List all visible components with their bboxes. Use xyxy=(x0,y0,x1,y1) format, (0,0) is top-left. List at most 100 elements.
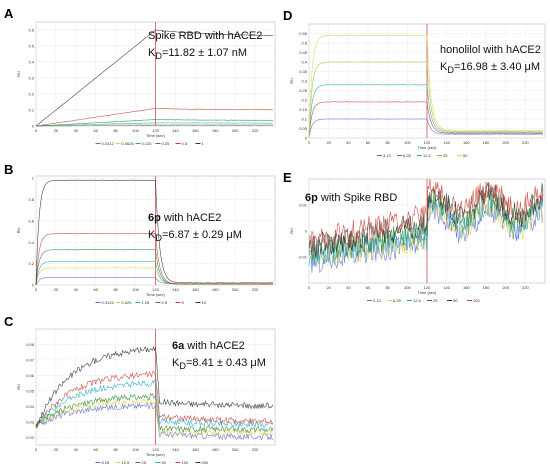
y-tick-label: 0.2 xyxy=(28,92,34,97)
x-tick-label: 40 xyxy=(346,140,351,145)
compound-name: 6p xyxy=(305,192,318,204)
x-tick-label: 40 xyxy=(74,447,79,452)
series-line-0_0625 xyxy=(35,123,274,127)
y-tick-label: 0.02 xyxy=(26,435,35,440)
series-line-200 xyxy=(35,345,274,428)
series-line-12_5 xyxy=(35,398,274,437)
x-tick-label: 180 xyxy=(483,140,490,145)
y-tick-label: -0.01 xyxy=(298,255,308,260)
legend-label: 50 xyxy=(453,298,458,303)
panel-label-c: C xyxy=(4,314,14,329)
series-line-50 xyxy=(35,379,274,429)
x-tick-label: 160 xyxy=(192,447,199,452)
series-line-25 xyxy=(308,188,544,261)
legend-label: 100 xyxy=(473,298,480,303)
kd-sub: D xyxy=(447,65,454,76)
y-tick-label: 0.01 xyxy=(299,203,308,208)
legend-label: 12.5 xyxy=(122,460,131,465)
x-tick-label: 60 xyxy=(94,447,99,452)
x-tick-label: 20 xyxy=(326,285,331,290)
x-tick-label: 220 xyxy=(522,140,529,145)
legend-label: 0.0312 xyxy=(102,141,115,146)
x-tick-label: 40 xyxy=(346,285,351,290)
legend-label: 0.3125 xyxy=(102,300,115,305)
legend-label: 6.25 xyxy=(102,460,111,465)
annotation-e: 6p with Spike RBD xyxy=(305,190,397,207)
legend-label: 25 xyxy=(443,153,448,158)
x-tick-label: 160 xyxy=(192,128,199,133)
kd-value: =6.87 ± 0.29 μM xyxy=(161,229,242,242)
x-axis-label: Time (sec) xyxy=(418,145,437,150)
y-axis-label: RU xyxy=(16,71,21,77)
legend-label: 3.13 xyxy=(383,153,392,158)
y-tick-label: 0.1 xyxy=(28,108,34,113)
legend-label: 5 xyxy=(182,300,185,305)
annotation-b-title: 6p with hACE2 xyxy=(148,210,242,227)
x-tick-label: 0 xyxy=(35,447,38,452)
chart-b-svg: 0 20 40 60 80 100 120 140 160 180 200 220 0 0.2 0.4 0.6… xyxy=(16,176,276,305)
y-tick-label: 0.8 xyxy=(28,197,34,202)
annotation-b-kd: KD=6.87 ± 0.29 μM xyxy=(148,227,242,245)
series-line-12_5 xyxy=(308,84,543,138)
x-axis-label: Time (sec) xyxy=(146,452,165,457)
annotation-c-title: 6a with hACE2 xyxy=(172,338,266,355)
panel-label-d: D xyxy=(283,8,293,23)
x-tick-label: 140 xyxy=(172,128,179,133)
compound-name: 6a xyxy=(172,340,185,352)
series-line-0_125 xyxy=(36,122,274,127)
legend-label: 2.5 xyxy=(162,300,168,305)
series-line-6_25 xyxy=(35,402,274,441)
series-line-6_25 xyxy=(308,195,544,267)
legend-label: 1.25 xyxy=(142,300,151,305)
y-axis-label: RU xyxy=(289,228,294,234)
legend-label: 0.5 xyxy=(182,141,188,146)
target-name: with hACE2 xyxy=(184,340,245,352)
series-line-0_25 xyxy=(36,119,274,127)
panel-label-e: E xyxy=(283,170,292,185)
x-tick-label: 200 xyxy=(502,140,509,145)
x-tick-label: 100 xyxy=(132,287,139,292)
annotation-b: 6p with hACE2 KD=6.87 ± 0.29 μM xyxy=(148,210,242,245)
x-tick-label: 200 xyxy=(502,285,509,290)
x-tick-label: 140 xyxy=(172,287,179,292)
x-tick-label: 0 xyxy=(308,140,311,145)
x-tick-label: 60 xyxy=(94,128,99,133)
compound-name: 6p xyxy=(148,212,161,224)
chart-d: 0 20 40 60 80 100 120 140 160 180 200 220 0 0.05 0.1 0.… xyxy=(287,20,549,160)
y-tick-label: 0.05 xyxy=(299,126,308,131)
y-tick-label: 0.07 xyxy=(26,357,35,362)
y-tick-label: 0.25 xyxy=(299,88,308,93)
chart-a-svg: 0 20 40 60 80 100 120 140 160 180 200 220 0 0.1 0.2 0.3… xyxy=(16,21,276,146)
x-tick-label: 100 xyxy=(132,447,139,452)
y-axis-label: RU xyxy=(16,228,21,234)
annotation-e-title: 6p with Spike RBD xyxy=(305,190,397,207)
y-tick-label: 0.3 xyxy=(301,79,307,84)
x-tick-label: 20 xyxy=(54,287,59,292)
x-axis-label: Time (sec) xyxy=(146,292,165,297)
y-tick-label: 0.06 xyxy=(26,373,35,378)
legend-label: 0.625 xyxy=(122,300,133,305)
series-line-6_25 xyxy=(308,101,544,139)
x-tick-label: 160 xyxy=(192,287,199,292)
y-tick-label: 1 xyxy=(32,176,35,181)
chart-a: 0 20 40 60 80 100 120 140 160 180 200 220 0 0.1 0.2 0.3… xyxy=(14,18,279,148)
y-tick-label: 0.5 xyxy=(301,41,307,46)
y-tick-label: 0.4 xyxy=(28,240,34,245)
x-tick-label: 200 xyxy=(232,128,239,133)
x-tick-label: 0 xyxy=(35,128,38,133)
legend-label: 50 xyxy=(463,153,468,158)
kd-sub: D xyxy=(155,51,162,62)
x-tick-label: 180 xyxy=(212,128,219,133)
x-tick-label: 100 xyxy=(132,128,139,133)
y-tick-label: 0 xyxy=(32,283,35,288)
x-tick-label: 120 xyxy=(152,128,159,133)
x-tick-label: 80 xyxy=(113,128,118,133)
annotation-c-kd: KD=8.41 ± 0.43 μM xyxy=(172,355,266,373)
x-tick-label: 220 xyxy=(252,128,259,133)
y-tick-label: 0.4 xyxy=(28,60,34,65)
x-tick-label: 60 xyxy=(366,285,371,290)
chart-c-svg: 0 20 40 60 80 100 120 140 160 180 200 220 0.02 0.03 0.… xyxy=(16,328,276,465)
series-line-25 xyxy=(308,61,543,139)
annotation-d-kd: KD=16.98 ± 3.40 μM xyxy=(440,59,541,77)
legend-label: 25 xyxy=(433,298,438,303)
